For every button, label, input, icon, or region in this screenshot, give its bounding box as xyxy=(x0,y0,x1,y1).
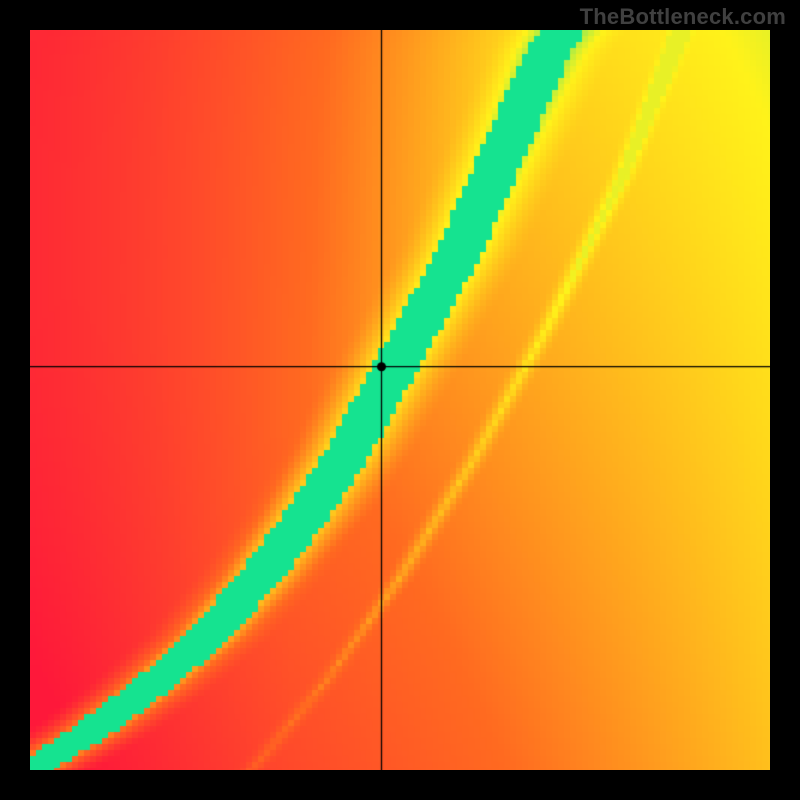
watermark-text: TheBottleneck.com xyxy=(580,4,786,30)
heatmap-canvas xyxy=(30,30,770,770)
heatmap-plot xyxy=(30,30,770,770)
